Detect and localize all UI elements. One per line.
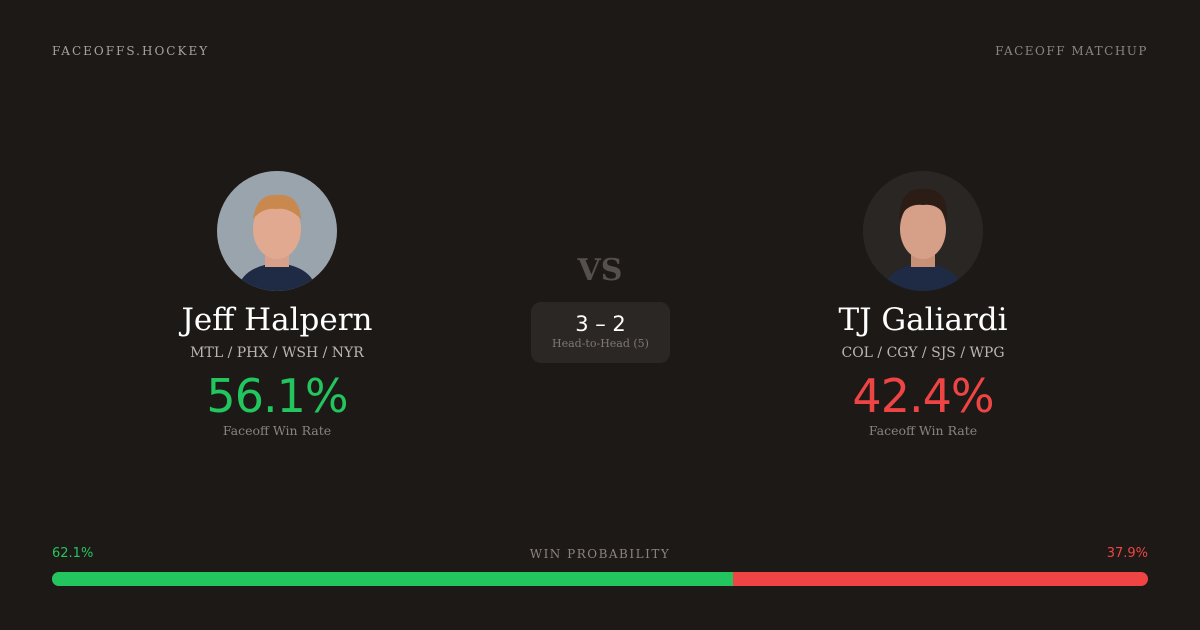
- faceoff-win-rate: 56.1%: [206, 369, 348, 423]
- player-name: TJ Galiardi: [838, 302, 1008, 338]
- player-avatar: [863, 171, 983, 291]
- player-name: Jeff Halpern: [181, 302, 373, 338]
- vs-label: VS: [577, 253, 623, 288]
- player-avatar: [217, 171, 337, 291]
- win-probability-bar: [52, 572, 1148, 586]
- win-rate-label: Faceoff Win Rate: [868, 423, 978, 438]
- player-teams: MTL / PHX / WSH / NYR: [190, 345, 364, 361]
- win-rate-label: Faceoff Win Rate: [222, 423, 332, 438]
- win-probability-left: 62.1%: [52, 546, 94, 561]
- head-to-head-card: 3 – 2 Head-to-Head (5): [531, 302, 670, 363]
- win-probability-fill-left: [52, 572, 733, 586]
- player-teams: COL / CGY / SJS / WPG: [841, 345, 1005, 361]
- head-to-head-score: 3 – 2: [575, 312, 626, 336]
- win-probability-right: 37.9%: [1106, 546, 1148, 561]
- head-to-head-label: Head-to-Head (5): [552, 337, 649, 350]
- brand-logo-text: FACEOFFS.HOCKEY: [52, 44, 210, 58]
- player-right: TJ Galiardi COL / CGY / SJS / WPG 42.4% …: [773, 171, 1073, 438]
- faceoff-win-rate: 42.4%: [852, 369, 994, 423]
- page-tag: FACEOFF MATCHUP: [995, 44, 1148, 58]
- player-left: Jeff Halpern MTL / PHX / WSH / NYR 56.1%…: [127, 171, 427, 438]
- win-probability-label: WIN PROBABILITY: [529, 547, 671, 561]
